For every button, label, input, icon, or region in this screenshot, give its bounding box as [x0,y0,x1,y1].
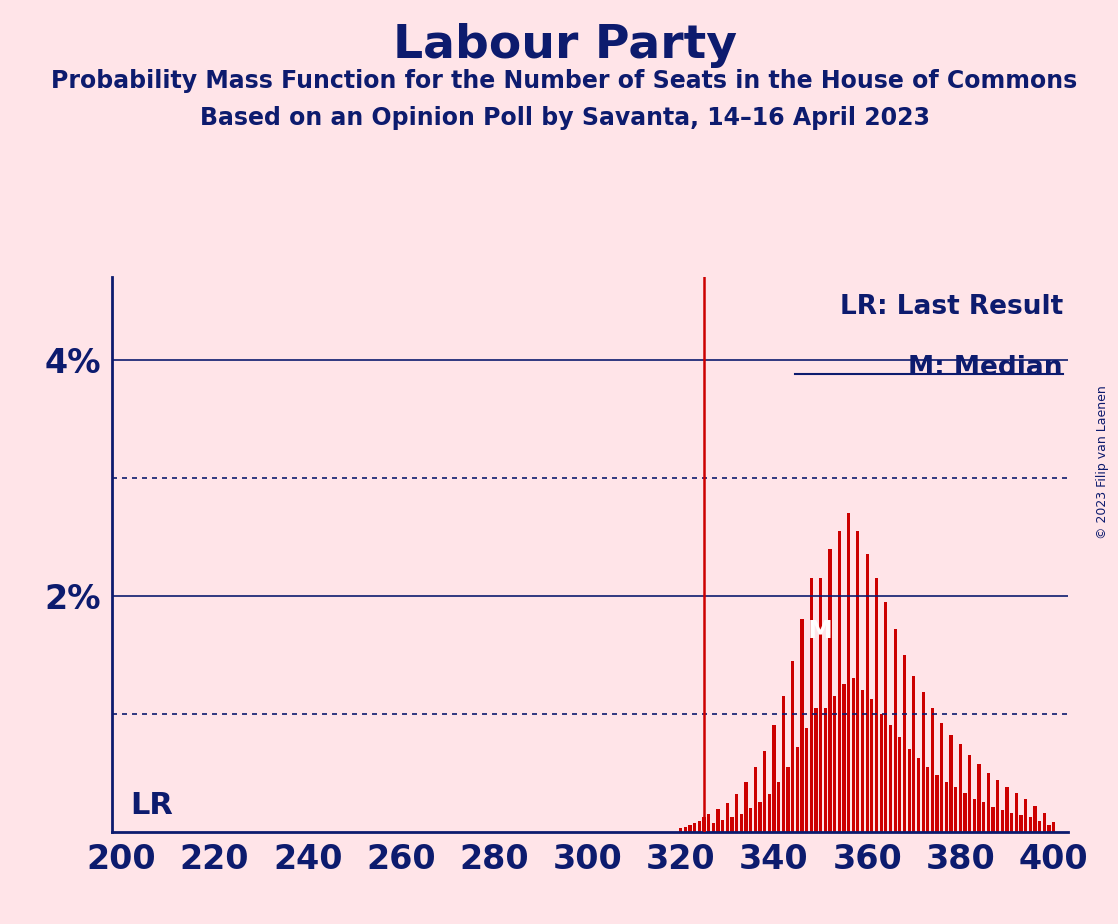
Bar [996,780,999,832]
Text: M: M [808,619,833,643]
Text: M: Median: M: Median [909,355,1063,381]
Bar [1048,824,1051,832]
Bar [824,708,827,832]
Bar [1015,793,1018,832]
Bar [931,708,935,832]
Bar [847,513,850,832]
Bar [949,735,953,832]
Bar [773,725,776,832]
Text: Labour Party: Labour Party [392,23,737,68]
Bar [987,772,991,832]
Bar [689,824,692,832]
Bar [758,802,761,832]
Bar [814,708,817,832]
Bar [818,578,822,832]
Bar [717,809,720,832]
Bar [809,578,813,832]
Bar [856,530,860,832]
Bar [977,764,980,832]
Bar [889,725,892,832]
Bar [679,828,682,832]
Bar [940,723,944,832]
Bar [740,814,743,832]
Bar [805,728,808,832]
Bar [721,820,724,832]
Bar [852,678,855,832]
Bar [693,823,697,832]
Bar [833,696,836,832]
Bar [842,684,845,832]
Bar [945,782,948,832]
Bar [768,794,771,832]
Bar [917,759,920,832]
Bar [726,803,729,832]
Bar [749,808,752,832]
Bar [745,782,748,832]
Bar [880,713,883,832]
Bar [707,814,710,832]
Bar [875,578,878,832]
Bar [1020,815,1023,832]
Bar [796,747,799,832]
Bar [754,767,757,832]
Bar [698,821,701,832]
Bar [1052,822,1055,832]
Bar [777,782,780,832]
Bar [936,775,939,832]
Bar [1001,810,1004,832]
Bar [921,692,925,832]
Bar [968,755,972,832]
Bar [926,767,929,832]
Bar [870,699,873,832]
Text: © 2023 Filip van Laenen: © 2023 Filip van Laenen [1096,385,1109,539]
Bar [1029,818,1032,832]
Bar [1033,806,1036,832]
Bar [908,749,911,832]
Bar [786,767,789,832]
Bar [735,794,738,832]
Bar [959,745,963,832]
Bar [1043,813,1046,832]
Bar [884,602,888,832]
Bar [781,696,785,832]
Bar [790,661,794,832]
Bar [684,827,686,832]
Bar [1039,821,1041,832]
Bar [912,675,916,832]
Bar [1010,813,1013,832]
Bar [730,818,733,832]
Bar [762,751,766,832]
Bar [898,737,901,832]
Bar [982,802,985,832]
Bar [861,690,864,832]
Bar [1024,798,1027,832]
Bar [992,807,995,832]
Bar [837,530,841,832]
Text: LR: LR [131,791,173,820]
Bar [712,823,714,832]
Text: LR: Last Result: LR: Last Result [840,294,1063,320]
Bar [954,786,957,832]
Bar [828,549,832,832]
Bar [702,818,705,832]
Text: Probability Mass Function for the Number of Seats in the House of Commons: Probability Mass Function for the Number… [51,69,1078,93]
Bar [903,655,906,832]
Bar [800,619,804,832]
Text: Based on an Opinion Poll by Savanta, 14–16 April 2023: Based on an Opinion Poll by Savanta, 14–… [200,106,929,130]
Bar [964,793,967,832]
Bar [865,554,869,832]
Bar [893,628,897,832]
Bar [1005,786,1008,832]
Bar [973,798,976,832]
